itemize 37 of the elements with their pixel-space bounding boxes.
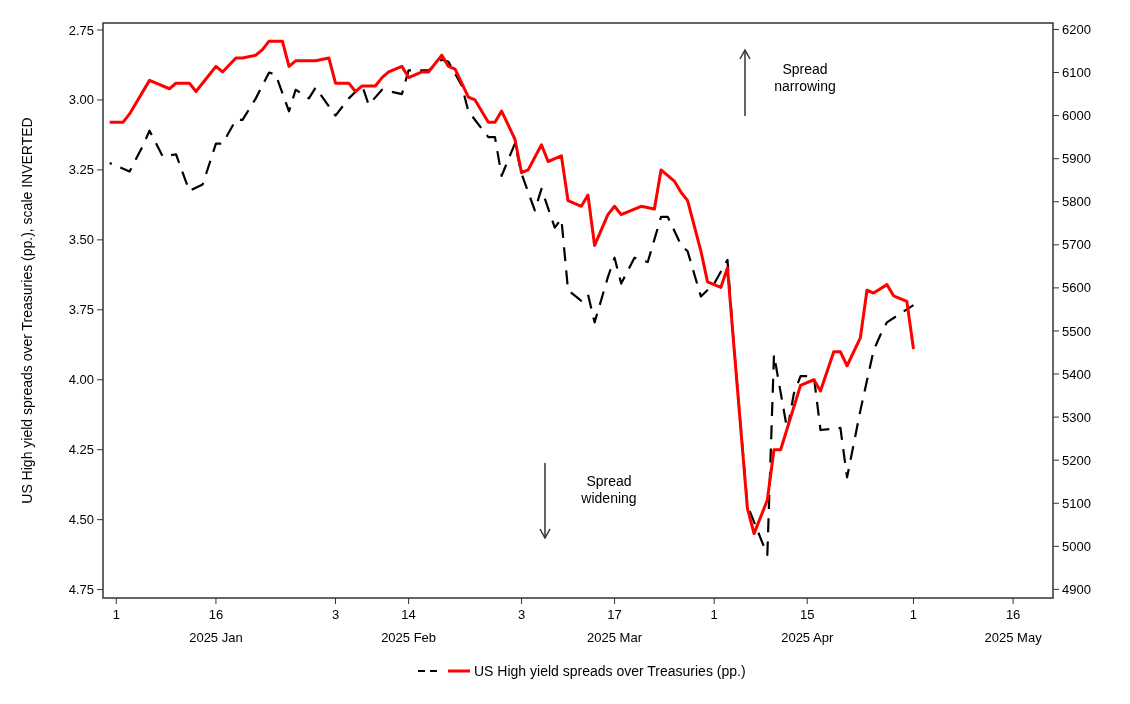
x-tick-label: 15 2025 Apr bbox=[781, 607, 834, 645]
x-tick-label: 1 bbox=[112, 607, 120, 622]
y2-tick-label: 6100 bbox=[1062, 65, 1091, 81]
x-tick-label: 1 bbox=[909, 607, 918, 622]
y-tick-label: 4.25 bbox=[68, 442, 94, 458]
y2-tick-label: 4900 bbox=[1062, 581, 1091, 597]
y2-tick-label: 6000 bbox=[1062, 108, 1091, 124]
y-tick-label: 2.75 bbox=[68, 22, 94, 38]
y2-tick-label: 5100 bbox=[1062, 495, 1091, 511]
y-tick-label: 3.50 bbox=[68, 232, 94, 248]
y-tick-label: 3.25 bbox=[68, 162, 94, 178]
x-tick-label: 3 bbox=[331, 607, 340, 622]
x-tick-label: 1 bbox=[710, 607, 718, 622]
y2-tick-label: 6200 bbox=[1062, 22, 1091, 38]
y2-tick-label: 5400 bbox=[1062, 366, 1091, 382]
y2-tick-label: 5900 bbox=[1062, 151, 1091, 167]
y2-tick-label: 5500 bbox=[1062, 323, 1091, 339]
x-tick-label: 16 2025 May bbox=[984, 607, 1043, 645]
y-tick-label: 4.75 bbox=[68, 582, 94, 598]
annotation: Spread widening bbox=[580, 473, 637, 506]
x-tick-label: 3 bbox=[517, 607, 526, 622]
y2-tick-label: 5600 bbox=[1062, 280, 1091, 296]
x-tick-label: 14 2025 Feb bbox=[381, 607, 437, 645]
y-tick-label: 3.75 bbox=[68, 302, 94, 318]
y-tick-label: 4.00 bbox=[68, 372, 94, 388]
legend-label: US High yield spreads over Treasuries (pp.) bbox=[474, 662, 746, 679]
y2-tick-label: 5300 bbox=[1062, 409, 1091, 425]
y-tick-label: 4.50 bbox=[68, 512, 94, 528]
y-axis-title: US High yield spreads over Treasuries (pp.), scale INVERTED bbox=[19, 117, 35, 504]
annotation: Spread narrowing bbox=[774, 61, 836, 94]
y-tick-label: 3.00 bbox=[68, 92, 94, 108]
y2-tick-label: 5700 bbox=[1062, 237, 1091, 253]
x-tick-label: 16 2025 Jan bbox=[189, 607, 243, 645]
y2-tick-label: 5000 bbox=[1062, 538, 1091, 554]
y2-tick-label: 5200 bbox=[1062, 452, 1091, 468]
x-tick-label: 17 2025 Mar bbox=[587, 607, 643, 645]
y2-tick-label: 5800 bbox=[1062, 194, 1091, 210]
